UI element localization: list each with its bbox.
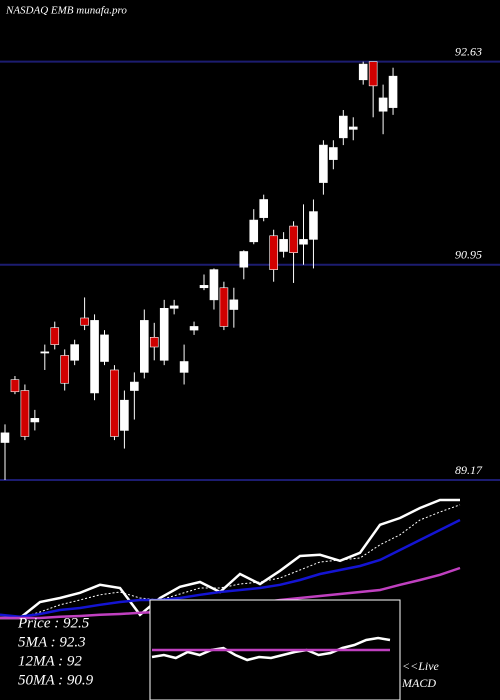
candle-body	[219, 287, 229, 327]
macd-label: MACD	[401, 676, 436, 690]
candle-body	[149, 337, 159, 348]
candle-body	[70, 344, 79, 361]
y-tick-label: 89.17	[455, 463, 483, 477]
candle-body	[289, 225, 298, 253]
series-line	[0, 504, 461, 619]
candle-body	[90, 320, 99, 394]
candle-body	[338, 115, 348, 139]
candle-body	[110, 369, 119, 437]
candle-body	[279, 239, 288, 252]
series-line	[0, 498, 460, 620]
candle-body	[30, 418, 40, 423]
candle-body	[259, 199, 269, 218]
candle-body	[368, 61, 378, 87]
candle-body	[20, 390, 30, 437]
candle-body	[299, 239, 308, 245]
legend-entry: 12MA : 92	[18, 653, 82, 669]
candle-body	[159, 308, 169, 361]
candle-body	[169, 305, 179, 309]
candle-body	[378, 97, 388, 112]
candle-body	[309, 211, 318, 240]
series-line	[0, 518, 461, 619]
candle-body	[179, 361, 189, 373]
candle-body	[140, 320, 149, 373]
candle-body	[269, 235, 278, 270]
candle-body	[0, 432, 10, 443]
candle-body	[189, 326, 199, 331]
candle-body	[249, 219, 259, 243]
candle-body	[319, 144, 328, 183]
candle-body	[50, 327, 60, 345]
series-line	[151, 636, 391, 662]
candle-body	[130, 381, 139, 391]
legend-entry: Price : 92.5	[17, 615, 90, 631]
candle-body	[199, 285, 209, 289]
candle-body	[358, 63, 368, 81]
candle-body	[229, 299, 239, 310]
candle-body	[80, 317, 89, 326]
candle-body	[388, 75, 398, 108]
legend-entry: 5MA : 92.3	[18, 634, 86, 650]
macd-label: <<Live	[402, 659, 440, 673]
candle-body	[100, 334, 109, 362]
candle-body	[209, 269, 219, 301]
candle-body	[239, 251, 249, 268]
candle-body	[60, 355, 70, 384]
candle-body	[329, 147, 338, 160]
y-tick-label: 92.63	[455, 44, 482, 58]
candle-body	[10, 379, 20, 393]
candle-body	[40, 351, 50, 354]
candle-body	[120, 399, 129, 431]
legend-entry: 50MA : 90.9	[18, 672, 94, 688]
y-tick-label: 90.95	[455, 248, 482, 262]
candle-body	[348, 126, 358, 130]
chart-title: NASDAQ EMB munafa.pro	[5, 5, 127, 17]
